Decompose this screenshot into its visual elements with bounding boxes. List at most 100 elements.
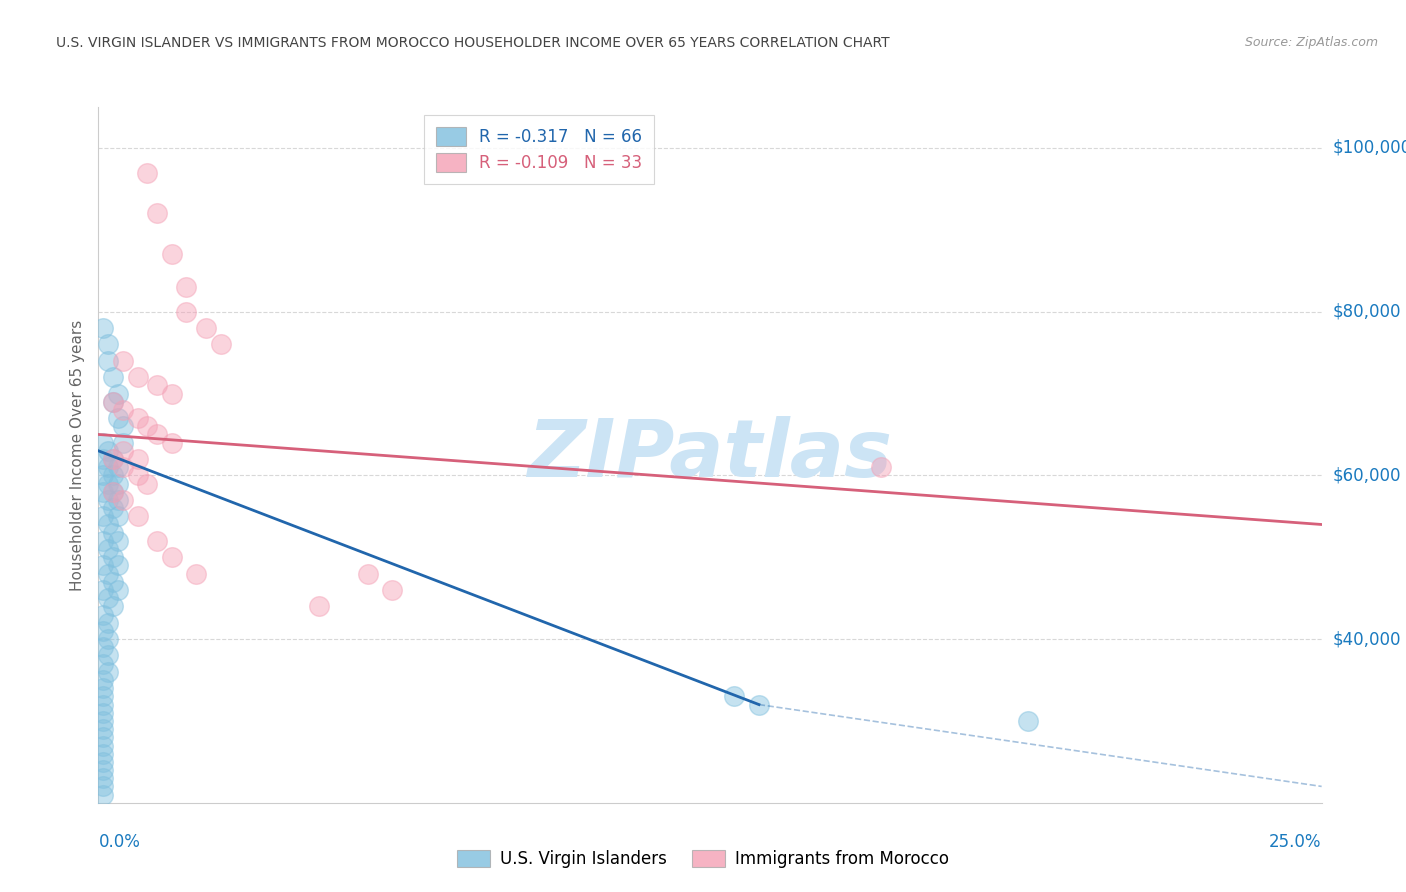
Point — [97, 353, 120, 368]
Point — [91, 771, 114, 785]
Point — [101, 394, 124, 409]
Point — [91, 657, 114, 671]
Text: U.S. VIRGIN ISLANDER VS IMMIGRANTS FROM MOROCCO HOUSEHOLDER INCOME OVER 65 YEARS: U.S. VIRGIN ISLANDER VS IMMIGRANTS FROM … — [56, 36, 890, 50]
Point — [723, 690, 745, 704]
Point — [91, 722, 114, 736]
Point — [91, 755, 114, 769]
Point — [111, 492, 134, 507]
Point — [107, 558, 129, 573]
Point — [176, 304, 198, 318]
Point — [91, 673, 114, 687]
Text: $60,000: $60,000 — [1333, 467, 1402, 484]
Point — [97, 460, 120, 475]
Point — [97, 665, 120, 679]
Point — [101, 484, 124, 499]
Point — [381, 582, 404, 597]
Point — [160, 550, 183, 565]
Point — [97, 542, 120, 557]
Point — [91, 706, 114, 720]
Point — [91, 681, 114, 696]
Text: 0.0%: 0.0% — [98, 833, 141, 851]
Point — [101, 452, 124, 467]
Point — [107, 492, 129, 507]
Point — [101, 370, 124, 384]
Point — [160, 435, 183, 450]
Point — [127, 468, 149, 483]
Text: $40,000: $40,000 — [1333, 630, 1402, 648]
Point — [91, 321, 114, 335]
Point — [107, 411, 129, 425]
Point — [91, 690, 114, 704]
Point — [101, 484, 124, 499]
Point — [91, 739, 114, 753]
Point — [146, 378, 169, 392]
Point — [356, 566, 378, 581]
Point — [127, 370, 149, 384]
Point — [1017, 714, 1039, 728]
Point — [136, 419, 159, 434]
Point — [97, 591, 120, 606]
Point — [195, 321, 218, 335]
Point — [146, 206, 169, 220]
Point — [107, 533, 129, 548]
Point — [91, 624, 114, 638]
Point — [160, 386, 183, 401]
Point — [91, 780, 114, 794]
Text: 25.0%: 25.0% — [1270, 833, 1322, 851]
Point — [91, 698, 114, 712]
Legend: R = -0.317   N = 66, R = -0.109   N = 33: R = -0.317 N = 66, R = -0.109 N = 33 — [423, 115, 654, 184]
Point — [136, 165, 159, 179]
Point — [91, 788, 114, 802]
Point — [91, 582, 114, 597]
Point — [101, 525, 124, 540]
Point — [101, 599, 124, 614]
Point — [146, 427, 169, 442]
Point — [91, 714, 114, 728]
Point — [107, 582, 129, 597]
Point — [127, 452, 149, 467]
Point — [97, 632, 120, 646]
Text: $80,000: $80,000 — [1333, 302, 1402, 321]
Point — [101, 394, 124, 409]
Point — [97, 337, 120, 351]
Point — [111, 460, 134, 475]
Point — [91, 435, 114, 450]
Point — [91, 509, 114, 524]
Point — [111, 403, 134, 417]
Point — [101, 452, 124, 467]
Point — [91, 747, 114, 761]
Point — [160, 247, 183, 261]
Point — [97, 476, 120, 491]
Point — [146, 533, 169, 548]
Text: $100,000: $100,000 — [1333, 139, 1406, 157]
Point — [91, 452, 114, 467]
Point — [107, 509, 129, 524]
Point — [107, 460, 129, 475]
Point — [209, 337, 232, 351]
Point — [97, 615, 120, 630]
Point — [91, 533, 114, 548]
Y-axis label: Householder Income Over 65 years: Householder Income Over 65 years — [70, 319, 86, 591]
Point — [91, 731, 114, 745]
Text: ZIPatlas: ZIPatlas — [527, 416, 893, 494]
Point — [97, 566, 120, 581]
Point — [870, 460, 893, 475]
Point — [91, 607, 114, 622]
Point — [91, 558, 114, 573]
Point — [748, 698, 770, 712]
Point — [111, 435, 134, 450]
Point — [97, 517, 120, 532]
Point — [97, 648, 120, 663]
Point — [136, 476, 159, 491]
Point — [91, 468, 114, 483]
Point — [111, 419, 134, 434]
Point — [176, 280, 198, 294]
Text: Source: ZipAtlas.com: Source: ZipAtlas.com — [1244, 36, 1378, 49]
Point — [111, 443, 134, 458]
Point — [107, 476, 129, 491]
Point — [111, 353, 134, 368]
Point — [127, 509, 149, 524]
Point — [97, 443, 120, 458]
Point — [308, 599, 330, 614]
Point — [91, 640, 114, 655]
